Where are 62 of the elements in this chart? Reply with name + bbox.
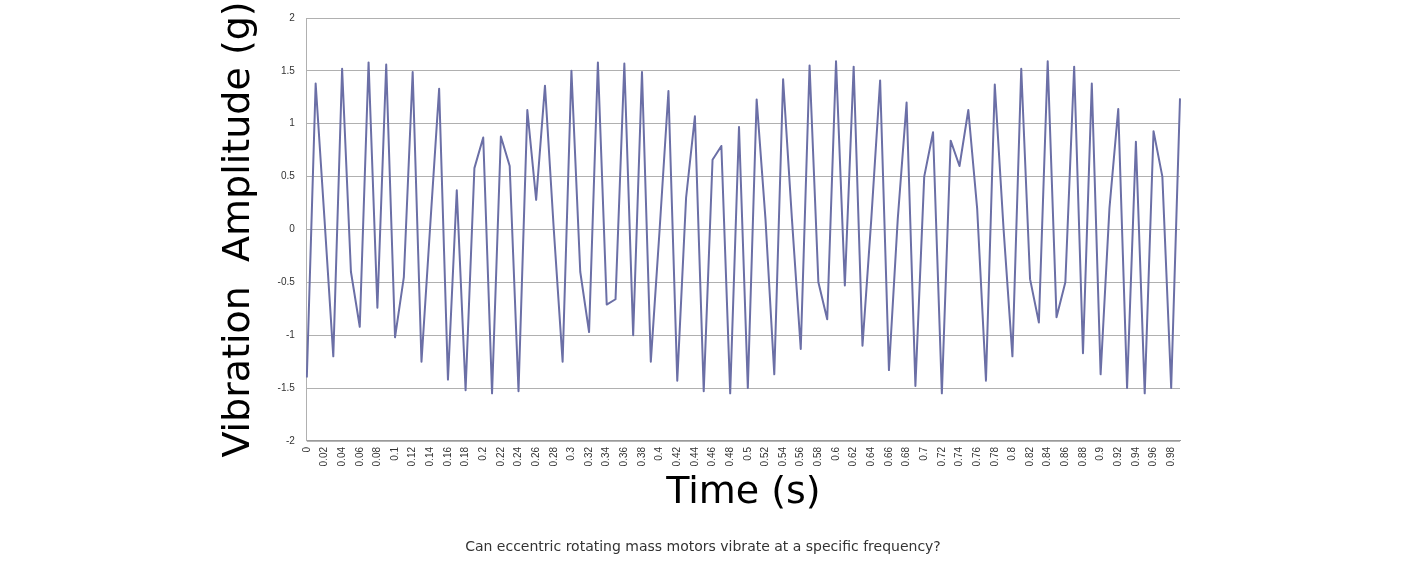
x-tick-label: 0.2 bbox=[476, 446, 488, 461]
x-tick-label: 0.28 bbox=[547, 446, 559, 467]
y-axis-title: Vibration Amplitude (g) bbox=[213, 1, 258, 458]
x-tick-label: 0.72 bbox=[935, 446, 947, 467]
x-tick-label: 0.7 bbox=[917, 446, 929, 461]
x-tick-label: 0.92 bbox=[1112, 446, 1124, 467]
x-tick-label: 0.9 bbox=[1094, 446, 1106, 461]
y-tick-label: -1.5 bbox=[277, 381, 296, 393]
x-tick-label: 0.4 bbox=[653, 446, 665, 461]
x-tick-label: 0.26 bbox=[529, 446, 541, 467]
x-tick-label: 0.5 bbox=[741, 446, 753, 461]
y-tick-label: -0.5 bbox=[277, 276, 296, 288]
x-tick-label: 0.44 bbox=[688, 446, 700, 467]
x-tick-label: 0.78 bbox=[988, 446, 1000, 467]
y-tick-label: -1 bbox=[285, 328, 296, 340]
x-tick-label: 0.66 bbox=[882, 446, 894, 467]
x-tick-label: 0.38 bbox=[635, 446, 647, 467]
y-tick-label: 1 bbox=[289, 117, 296, 129]
x-tick-label: 0.52 bbox=[759, 446, 771, 467]
x-tick-label: 0.82 bbox=[1023, 446, 1035, 467]
x-axis-title: Time (s) bbox=[665, 468, 821, 513]
x-tick-label: 0.88 bbox=[1076, 446, 1088, 467]
x-tick-label: 0.8 bbox=[1006, 446, 1018, 461]
x-tick-label: 0.46 bbox=[706, 446, 718, 467]
x-tick-label: 0.32 bbox=[582, 446, 594, 467]
x-tick-label: 0.1 bbox=[388, 446, 400, 461]
x-tick-label: 0.3 bbox=[565, 446, 577, 461]
y-tick-label: 0 bbox=[289, 223, 296, 235]
x-tick-label: 0.76 bbox=[970, 446, 982, 467]
x-tick-label: 0.12 bbox=[406, 446, 418, 467]
x-tick-label: 0.48 bbox=[723, 446, 735, 467]
x-tick-label: 0 bbox=[300, 446, 312, 453]
x-tick-label: 0.02 bbox=[318, 446, 330, 467]
x-tick-label: 0.22 bbox=[494, 446, 506, 467]
x-tick-label: 0.64 bbox=[865, 446, 877, 467]
text: Can eccentric rotating mass motors vibrate at a specific frequency? bbox=[464, 538, 942, 554]
x-tick-label: 0.24 bbox=[512, 446, 524, 467]
x-tick-label: 0.68 bbox=[900, 446, 912, 467]
x-tick-label: 0.86 bbox=[1059, 446, 1071, 467]
x-tick-label: 0.84 bbox=[1041, 446, 1053, 467]
x-tick-label: 0.18 bbox=[459, 446, 471, 467]
x-tick-label: 0.54 bbox=[776, 446, 788, 467]
x-tick-label: 0.6 bbox=[829, 446, 841, 461]
x-tick-label: 0.98 bbox=[1164, 446, 1176, 467]
x-tick-label: 0.74 bbox=[953, 446, 965, 467]
x-tick-label: 0.06 bbox=[353, 446, 365, 467]
x-tick-label: 0.04 bbox=[335, 446, 347, 467]
x-tick-label: 0.94 bbox=[1129, 446, 1141, 467]
x-tick-label: 0.62 bbox=[847, 446, 859, 467]
x-tick-label: 0.16 bbox=[441, 446, 453, 467]
y-tick-label: -2 bbox=[285, 434, 296, 446]
x-tick-label: 0.34 bbox=[600, 446, 612, 467]
y-tick-label: 1.5 bbox=[280, 64, 296, 76]
x-tick-label: 0.08 bbox=[371, 446, 383, 467]
x-tick-label: 0.56 bbox=[794, 446, 806, 467]
y-tick-label: 0.5 bbox=[280, 170, 296, 182]
y-tick-label: 2 bbox=[289, 11, 296, 23]
x-tick-label: 0.58 bbox=[812, 446, 824, 467]
x-tick-label: 0.36 bbox=[618, 446, 630, 467]
x-tick-label: 0.14 bbox=[424, 446, 436, 467]
x-tick-label: 0.96 bbox=[1147, 446, 1159, 467]
x-tick-label: 0.42 bbox=[671, 446, 683, 467]
